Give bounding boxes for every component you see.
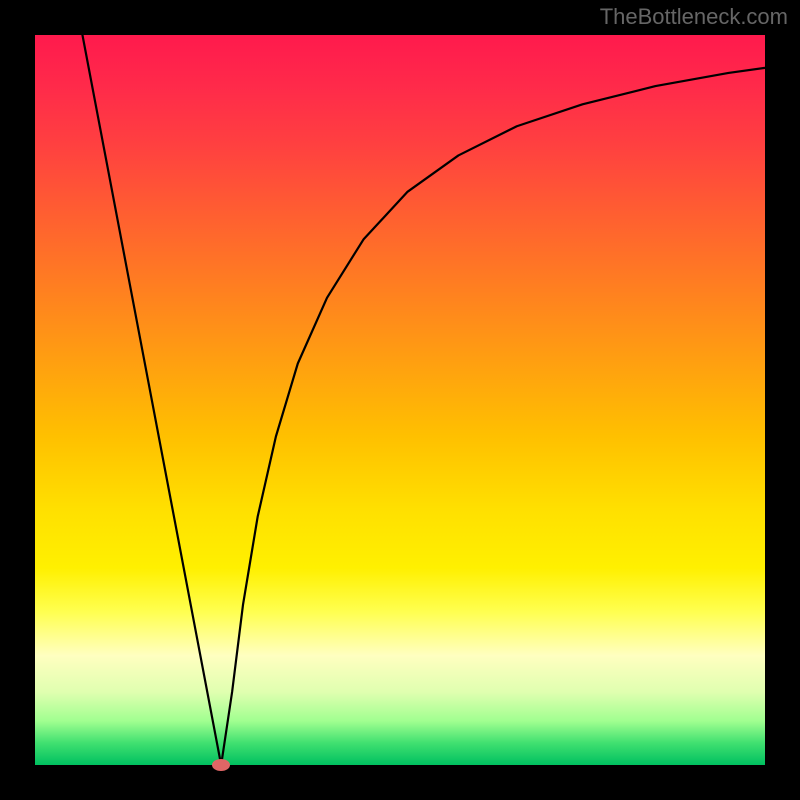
attribution-text: TheBottleneck.com: [600, 4, 788, 30]
curve-layer: [0, 0, 800, 800]
optimum-marker: [212, 759, 230, 771]
chart-container: TheBottleneck.com: [0, 0, 800, 800]
bottleneck-curve: [82, 35, 765, 765]
